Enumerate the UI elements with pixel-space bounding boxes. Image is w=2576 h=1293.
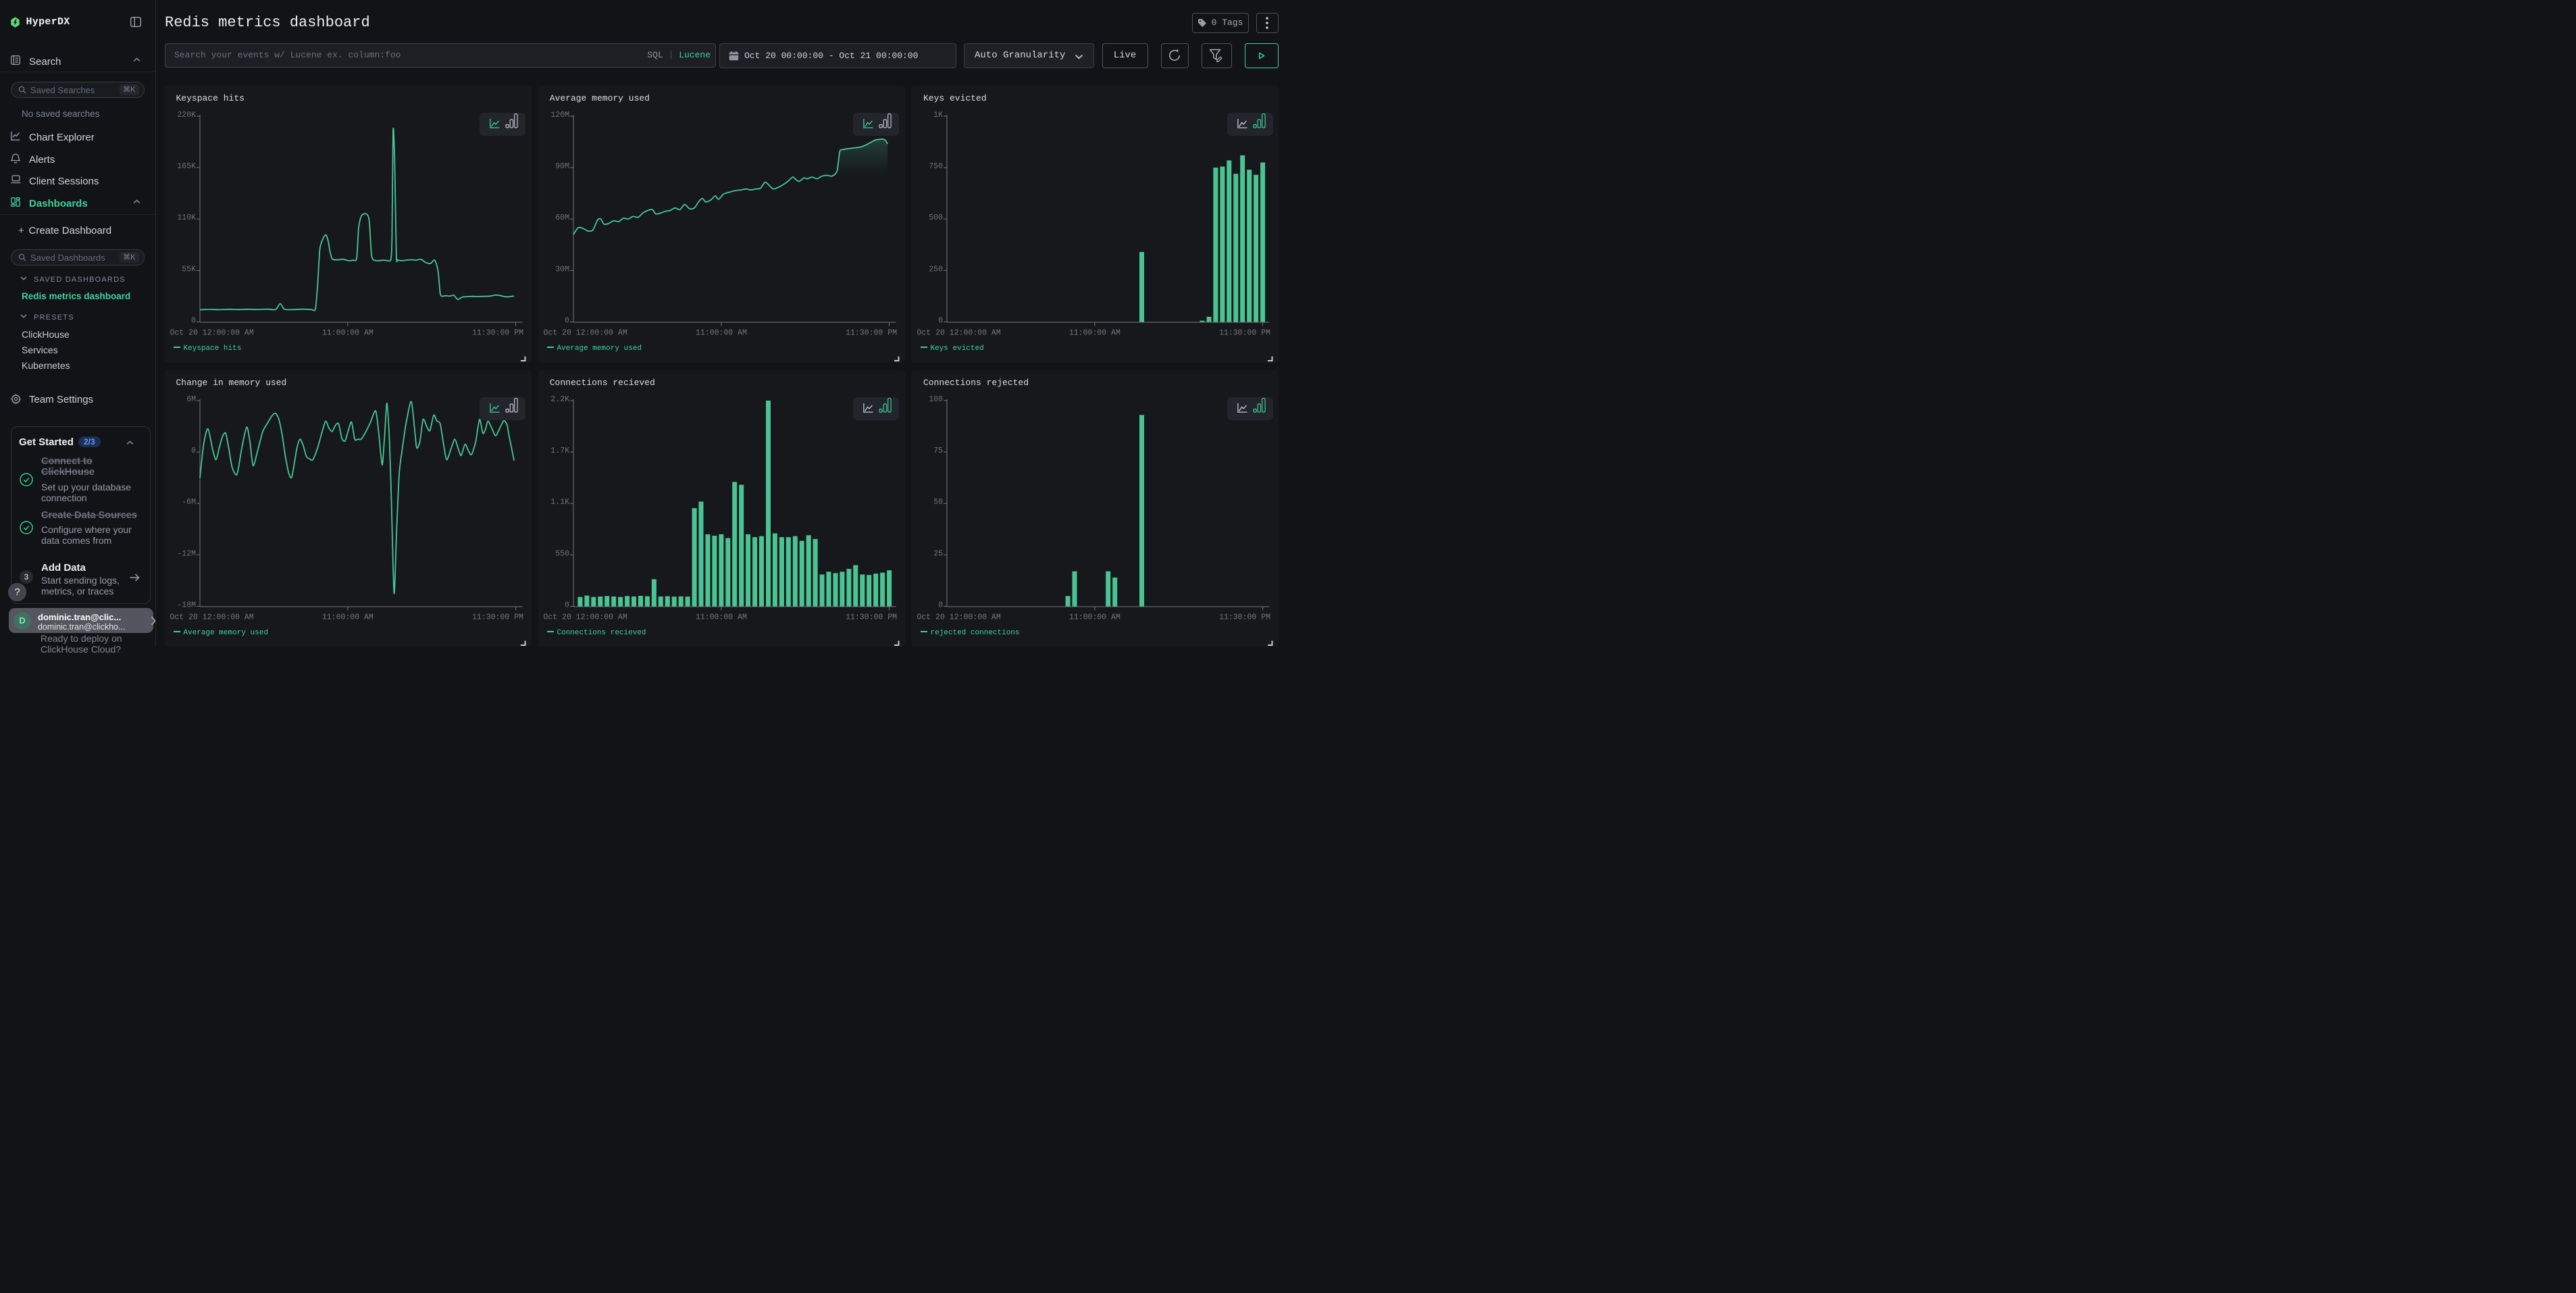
svg-text:Average memory used: Average memory used [183, 629, 267, 637]
svg-text:1.7K: 1.7K [550, 447, 569, 455]
svg-text:165K: 165K [177, 162, 196, 171]
svg-text:1.1K: 1.1K [550, 498, 569, 507]
svg-text:11:30:00 PM: 11:30:00 PM [1219, 613, 1270, 622]
svg-text:Connections recieved: Connections recieved [557, 629, 646, 637]
svg-text:Oct 20 12:00:00 AM: Oct 20 12:00:00 AM [543, 329, 627, 338]
svg-text:50: 50 [933, 498, 943, 507]
svg-text:0: 0 [565, 317, 569, 326]
svg-text:2.2K: 2.2K [550, 395, 569, 404]
svg-text:Keyspace hits: Keyspace hits [183, 345, 241, 353]
svg-text:500: 500 [929, 213, 943, 222]
svg-text:11:00:00 AM: 11:00:00 AM [1069, 613, 1120, 622]
svg-text:11:30:00 PM: 11:30:00 PM [472, 613, 523, 622]
svg-text:11:00:00 AM: 11:00:00 AM [696, 329, 747, 338]
svg-text:250: 250 [929, 265, 943, 274]
svg-text:110K: 110K [177, 213, 196, 222]
svg-text:Oct 20 12:00:00 AM: Oct 20 12:00:00 AM [543, 613, 627, 622]
svg-text:11:00:00 AM: 11:00:00 AM [696, 613, 747, 622]
svg-text:11:30:00 PM: 11:30:00 PM [1219, 329, 1270, 338]
svg-text:11:00:00 AM: 11:00:00 AM [321, 329, 373, 338]
svg-text:60M: 60M [555, 213, 569, 222]
svg-text:-18M: -18M [177, 601, 196, 609]
svg-text:-6M: -6M [182, 498, 196, 507]
svg-text:11:30:00 PM: 11:30:00 PM [472, 329, 523, 338]
svg-text:30M: 30M [555, 265, 569, 274]
svg-text:Keys evicted: Keys evicted [931, 345, 984, 353]
svg-text:120M: 120M [550, 111, 569, 120]
svg-text:1K: 1K [933, 111, 943, 120]
svg-text:55K: 55K [182, 265, 196, 274]
svg-text:750: 750 [929, 162, 943, 171]
svg-text:Oct 20 12:00:00 AM: Oct 20 12:00:00 AM [170, 329, 253, 338]
svg-text:0: 0 [938, 317, 943, 326]
svg-text:11:00:00 AM: 11:00:00 AM [1069, 329, 1120, 338]
svg-text:Oct 20 12:00:00 AM: Oct 20 12:00:00 AM [917, 329, 1001, 338]
svg-text:6M: 6M [186, 395, 196, 404]
svg-text:rejected connections: rejected connections [931, 629, 1020, 637]
svg-text:Oct 20 12:00:00 AM: Oct 20 12:00:00 AM [917, 613, 1001, 622]
svg-text:550: 550 [555, 549, 569, 558]
svg-text:75: 75 [933, 447, 943, 455]
svg-text:220K: 220K [177, 111, 196, 120]
svg-text:11:00:00 AM: 11:00:00 AM [321, 613, 373, 622]
svg-text:11:30:00 PM: 11:30:00 PM [846, 329, 897, 338]
svg-text:11:30:00 PM: 11:30:00 PM [846, 613, 897, 622]
svg-text:0: 0 [938, 601, 943, 609]
svg-text:0: 0 [191, 447, 196, 455]
svg-text:90M: 90M [555, 162, 569, 171]
svg-text:100: 100 [929, 395, 943, 404]
svg-text:-12M: -12M [177, 549, 196, 558]
svg-text:Oct 20 12:00:00 AM: Oct 20 12:00:00 AM [170, 613, 253, 622]
svg-text:25: 25 [933, 549, 943, 558]
svg-text:0: 0 [565, 601, 569, 609]
svg-text:Average memory used: Average memory used [557, 345, 641, 353]
svg-text:0: 0 [191, 317, 196, 326]
